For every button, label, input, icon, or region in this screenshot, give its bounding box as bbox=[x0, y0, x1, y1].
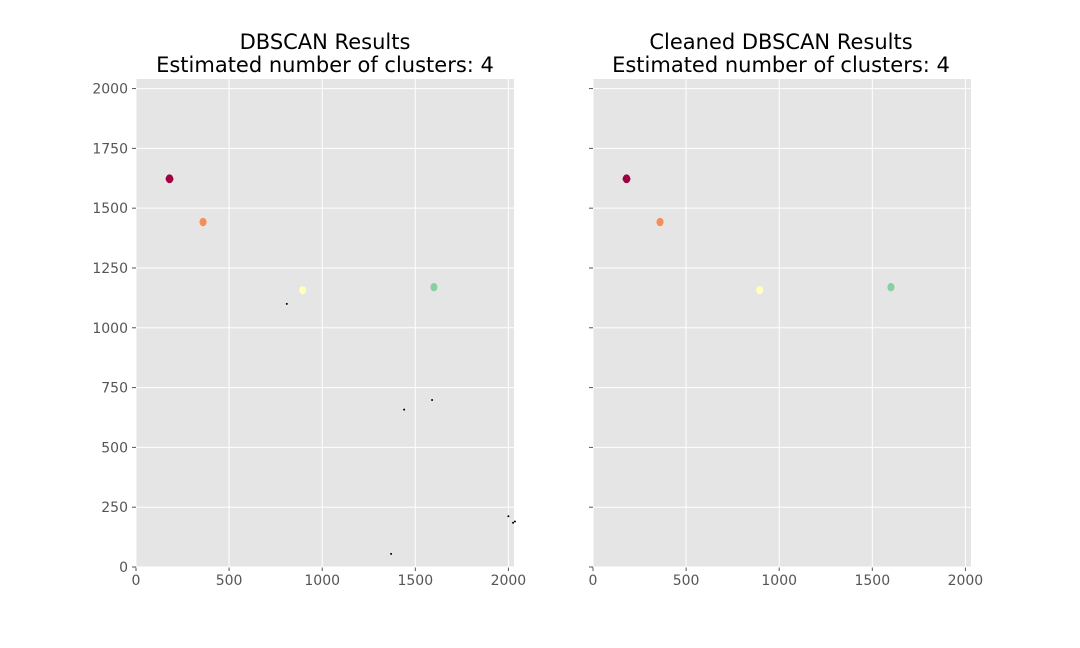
cluster-point bbox=[166, 176, 174, 183]
y-tick-label: 750 bbox=[101, 381, 128, 397]
chart-title-line1: DBSCAN Results bbox=[239, 30, 411, 54]
y-tick-label: 2000 bbox=[92, 82, 128, 98]
cluster-point bbox=[656, 219, 664, 227]
noise-point bbox=[403, 408, 406, 411]
y-tick-label: 1000 bbox=[92, 321, 128, 337]
y-tick-label: 500 bbox=[101, 440, 128, 456]
x-tick-label: 2000 bbox=[491, 573, 527, 589]
cluster-point bbox=[199, 219, 207, 227]
chart-title-line2: Estimated number of clusters: 4 bbox=[156, 53, 494, 77]
x-tick-label: 1500 bbox=[854, 573, 890, 589]
chart-title-line1: Cleaned DBSCAN Results bbox=[649, 30, 913, 54]
y-tick-label: 250 bbox=[101, 500, 128, 516]
noise-point bbox=[507, 515, 510, 518]
noise-point bbox=[390, 552, 393, 555]
cluster-point bbox=[299, 287, 306, 295]
x-tick-label: 500 bbox=[216, 573, 243, 589]
cluster-point bbox=[887, 284, 895, 292]
chart-title-line2: Estimated number of clusters: 4 bbox=[612, 53, 950, 77]
noise-point bbox=[513, 520, 516, 523]
y-tick-label: 0 bbox=[119, 560, 128, 576]
x-tick-label: 1000 bbox=[761, 573, 797, 589]
y-tick-label: 1750 bbox=[92, 141, 128, 157]
chart-title-cleaned-dbscan: Cleaned DBSCAN Results Estimated number … bbox=[581, 31, 981, 77]
x-tick-label: 1000 bbox=[304, 573, 340, 589]
noise-point bbox=[431, 399, 434, 402]
cluster-point bbox=[623, 176, 631, 183]
x-tick-label: 0 bbox=[132, 573, 141, 589]
chart-title-dbscan: DBSCAN Results Estimated number of clust… bbox=[125, 31, 525, 77]
cluster-point bbox=[756, 287, 763, 295]
noise-point bbox=[285, 302, 288, 305]
x-tick-label: 0 bbox=[589, 573, 598, 589]
cluster-point bbox=[430, 284, 438, 292]
x-tick-label: 1500 bbox=[397, 573, 433, 589]
x-tick-label: 500 bbox=[673, 573, 700, 589]
plot-area bbox=[593, 79, 971, 567]
y-tick-label: 1500 bbox=[92, 201, 128, 217]
y-tick-label: 1250 bbox=[92, 261, 128, 277]
plot-area bbox=[136, 79, 514, 567]
x-tick-label: 2000 bbox=[948, 573, 984, 589]
noise-point bbox=[512, 521, 515, 524]
